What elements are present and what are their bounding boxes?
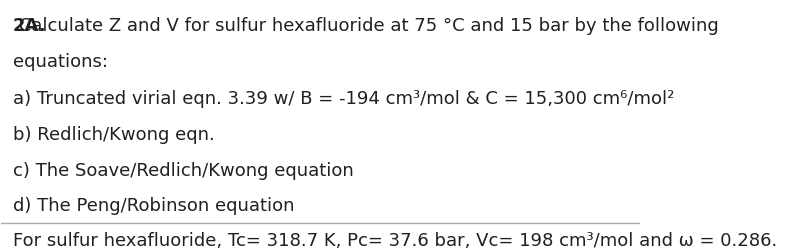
- Text: equations:: equations:: [13, 53, 108, 71]
- Text: d) The Peng/Robinson equation: d) The Peng/Robinson equation: [13, 196, 294, 214]
- Text: For sulfur hexafluoride, Tc= 318.7 K, Pc= 37.6 bar, Vc= 198 cm³/mol and ω = 0.28: For sulfur hexafluoride, Tc= 318.7 K, Pc…: [13, 231, 777, 249]
- Text: 2A.: 2A.: [13, 17, 46, 35]
- Text: Calculate Z and V for sulfur hexafluoride at 75 °C and 15 bar by the following: Calculate Z and V for sulfur hexafluorid…: [13, 17, 719, 35]
- Text: b) Redlich/Kwong eqn.: b) Redlich/Kwong eqn.: [13, 126, 215, 144]
- Text: a) Truncated virial eqn. 3.39 w/ B = -194 cm³/mol & C = 15,300 cm⁶/mol²: a) Truncated virial eqn. 3.39 w/ B = -19…: [13, 89, 674, 107]
- Text: c) The Soave/Redlich/Kwong equation: c) The Soave/Redlich/Kwong equation: [13, 161, 354, 179]
